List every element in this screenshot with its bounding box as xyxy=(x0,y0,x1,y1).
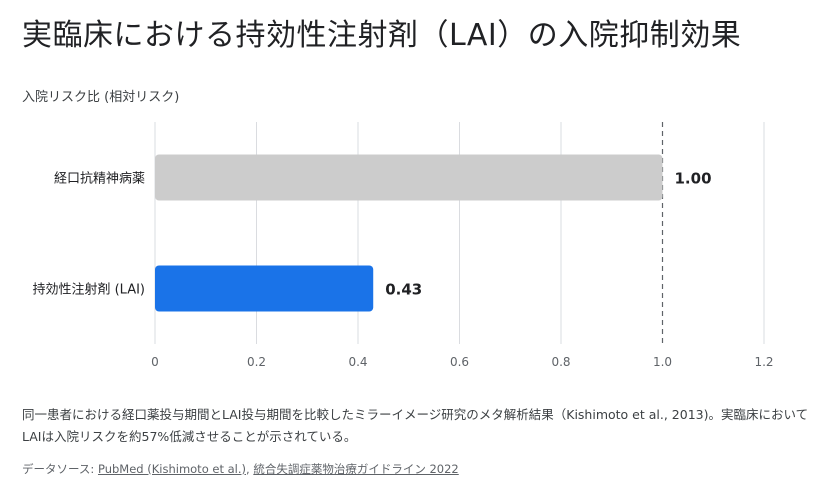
data-label: 1.00 xyxy=(675,170,712,188)
bar-chart: 0 0.2 0.4 0.6 0.8 1.0 1.2 経口抗精神病薬 1.00 持効性注射剤 (LA… xyxy=(32,122,774,369)
data-label: 0.43 xyxy=(385,281,422,299)
category-label: 経口抗精神病薬 xyxy=(54,172,145,187)
x-tick-label: 0.6 xyxy=(450,355,469,369)
x-tick-label: 0.4 xyxy=(348,355,367,369)
x-tick-label: 0.2 xyxy=(247,355,266,369)
x-tick-label: 0.8 xyxy=(551,355,570,369)
bar xyxy=(155,154,663,201)
x-tick-label: 1.0 xyxy=(653,355,672,369)
data-source: データソース: PubMed (Kishimoto et al.), 統合失調症… xyxy=(22,461,459,477)
source-link-pubmed[interactable]: PubMed (Kishimoto et al.) xyxy=(97,462,247,476)
bar xyxy=(155,265,374,312)
axis-label: 入院リスク比 (相対リスク) xyxy=(22,90,180,105)
x-tick-label: 1.2 xyxy=(754,355,773,369)
chart-description: 同一患者における経口薬投与期間とLAI投与期間を比較したミラーイメージ研究のメタ… xyxy=(22,407,809,444)
page-title: 実臨床における持効性注射剤（LAI）の入院抑制効果 xyxy=(22,18,742,53)
x-tick-label: 0 xyxy=(151,355,159,369)
source-link-guideline[interactable]: 統合失調症薬物治療ガイドライン 2022 xyxy=(253,462,459,476)
category-label: 持効性注射剤 (LAI) xyxy=(32,282,145,298)
source-separator: , xyxy=(246,462,254,476)
source-label: データソース: xyxy=(22,462,98,476)
